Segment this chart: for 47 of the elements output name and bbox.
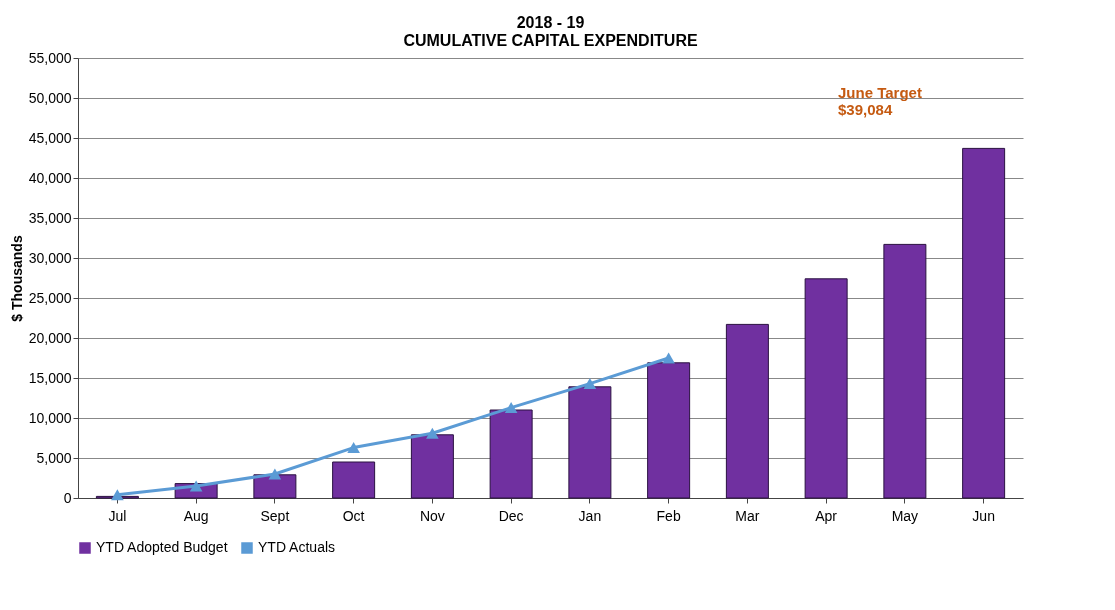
- x-tick-label: Feb: [656, 507, 681, 524]
- y-tick-label: 40,000: [28, 169, 72, 186]
- y-tick-label: 55,000: [28, 49, 72, 66]
- x-tick-label: Mar: [735, 507, 760, 524]
- point: [504, 402, 518, 414]
- x-tick-label: Aug: [183, 507, 209, 524]
- x-tick-label: Jul: [108, 507, 127, 524]
- y-axis-title: $ Thousands: [8, 235, 25, 322]
- legend-label: YTD Actuals: [258, 539, 336, 555]
- point: [268, 468, 282, 480]
- y-tick-label: 20,000: [28, 329, 72, 346]
- legend-label: YTD Adopted Budget: [96, 539, 228, 555]
- y-tick-label: 25,000: [28, 289, 72, 306]
- point: [347, 442, 360, 454]
- point: [662, 352, 675, 364]
- annotation: June Target $39,084: [838, 84, 922, 118]
- bar: [804, 278, 848, 499]
- x-tick-label: Dec: [498, 507, 524, 524]
- point: [426, 427, 439, 439]
- bar: [883, 243, 927, 499]
- bar: [410, 434, 454, 499]
- text: 2018 - 19: [516, 14, 585, 31]
- point: [111, 489, 124, 501]
- bar: [568, 386, 612, 499]
- x-tick-label: Jun: [972, 507, 995, 524]
- y-tick-label: 50,000: [28, 89, 72, 106]
- x-tick-label: May: [891, 507, 919, 524]
- y-tick-label: 10,000: [28, 409, 72, 426]
- x-tick-label: Jan: [578, 507, 602, 524]
- point: [583, 378, 597, 390]
- bar: [253, 474, 297, 499]
- y-tick-label: 15,000: [28, 369, 72, 386]
- y-tick-label: 5,000: [36, 449, 72, 466]
- bar: [962, 147, 1006, 499]
- x-tick-label: Apr: [815, 507, 838, 524]
- x-tick-label: Sept: [260, 507, 290, 524]
- bar: [725, 323, 769, 499]
- text: CUMULATIVE CAPITAL EXPENDITURE: [403, 32, 698, 49]
- bar: [332, 461, 376, 499]
- bar: [647, 362, 691, 499]
- x-tick-label: Oct: [342, 507, 365, 524]
- y-tick-label: 45,000: [28, 129, 72, 146]
- y-tick-label: 0: [63, 489, 72, 506]
- y-tick-label: 35,000: [28, 209, 72, 226]
- bar: [489, 409, 533, 499]
- y-tick-label: 30,000: [28, 249, 72, 266]
- x-tick-label: Nov: [419, 507, 445, 524]
